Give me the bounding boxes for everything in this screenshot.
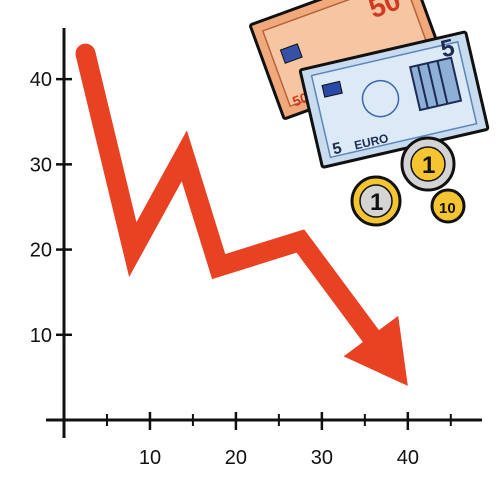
coin-10-cent: 10 bbox=[430, 188, 466, 224]
series-arrowhead bbox=[343, 315, 408, 386]
ticks: 10 20 30 40 10 20 30 40 bbox=[30, 69, 452, 469]
x-tick-label: 10 bbox=[139, 447, 161, 469]
banknote-5-denomination: 5 bbox=[438, 34, 457, 63]
coin-1-euro-b: 1 bbox=[350, 175, 402, 227]
y-tick-label: 10 bbox=[30, 325, 52, 347]
coin-10-cent-value: 10 bbox=[439, 200, 456, 217]
y-tick-label: 40 bbox=[30, 69, 52, 91]
coin-1-euro-b-value: 1 bbox=[370, 189, 383, 216]
axes bbox=[46, 28, 482, 438]
euro-money-clipart: 50 50 5 5 EURO bbox=[249, 0, 490, 227]
series bbox=[75, 43, 408, 386]
x-tick-label: 30 bbox=[311, 447, 333, 469]
y-tick-label: 20 bbox=[30, 240, 52, 262]
stars-decoration bbox=[361, 79, 400, 118]
x-tick-label: 20 bbox=[225, 447, 247, 469]
coin-1-euro-a: 1 bbox=[400, 136, 456, 192]
banknote-5-corner-denomination: 5 bbox=[331, 140, 344, 159]
banknote-5: 5 5 EURO bbox=[298, 30, 490, 169]
coin-1-euro-a-value: 1 bbox=[422, 152, 435, 179]
y-tick-label: 30 bbox=[30, 154, 52, 176]
series-line bbox=[75, 43, 385, 351]
architecture-drawing bbox=[408, 56, 463, 112]
x-tick-label: 40 bbox=[397, 447, 419, 469]
